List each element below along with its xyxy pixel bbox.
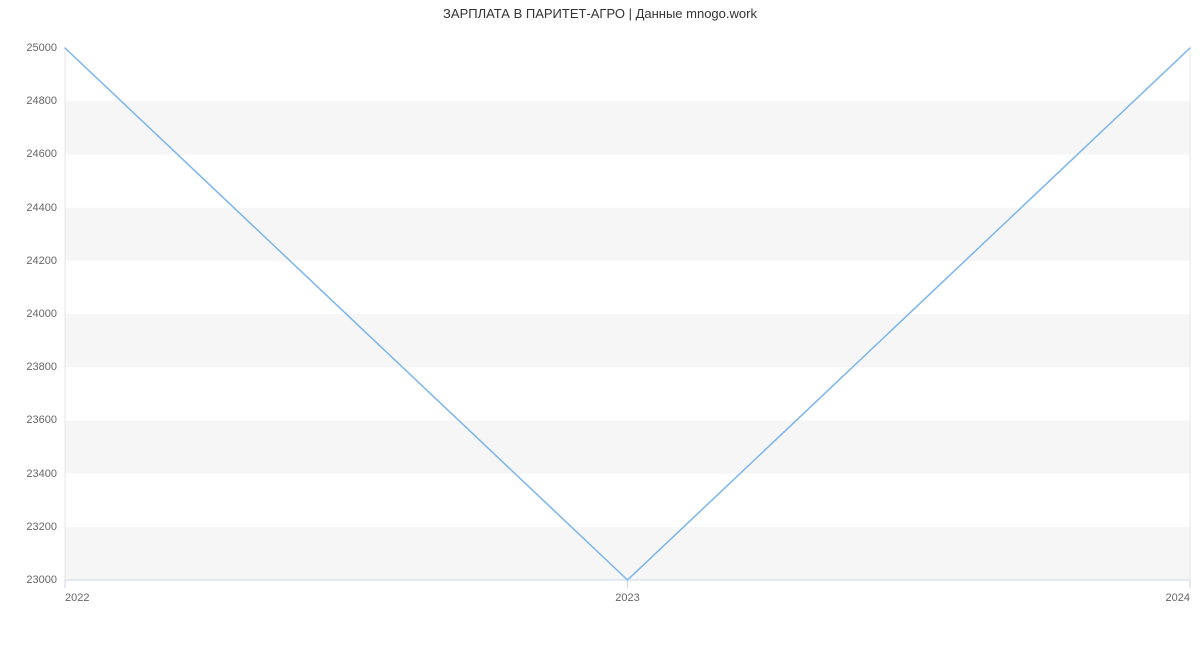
- axis-tick-label: 25000: [26, 42, 57, 54]
- axis-tick-label: 23600: [26, 414, 57, 426]
- chart-plot-area: [0, 0, 1200, 650]
- axis-tick-label: 23400: [26, 468, 57, 480]
- axis-tick-label: 23200: [26, 521, 57, 533]
- axis-tick-label: 23000: [26, 574, 57, 586]
- axis-tick-label: 24000: [26, 308, 57, 320]
- axis-tick-label: 2023: [615, 592, 639, 604]
- axis-tick-label: 2022: [65, 592, 89, 604]
- axis-tick-label: 23800: [26, 361, 57, 373]
- salary-line-chart: ЗАРПЛАТА В ПАРИТЕТ-АГРО | Данные mnogo.w…: [0, 0, 1200, 650]
- axis-tick-label: 24800: [26, 95, 57, 107]
- axis-tick-label: 24600: [26, 148, 57, 160]
- axis-tick-label: 24400: [26, 202, 57, 214]
- axis-tick-label: 2024: [1166, 592, 1190, 604]
- axis-tick-label: 24200: [26, 255, 57, 267]
